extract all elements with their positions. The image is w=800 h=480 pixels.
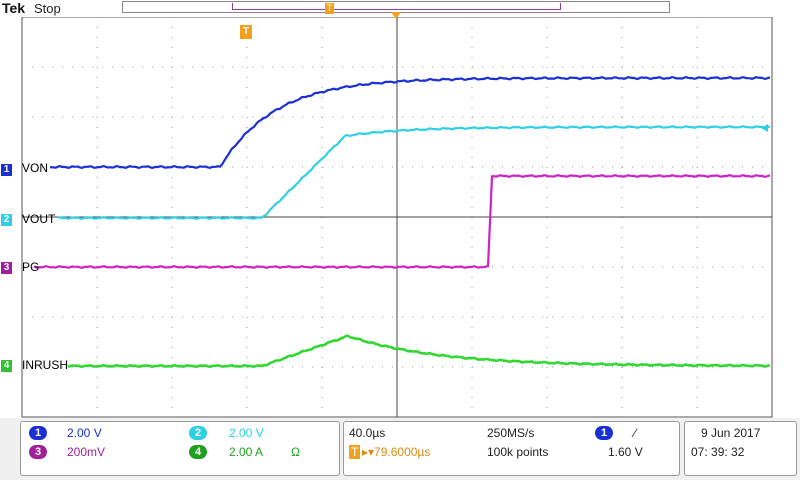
ch4-termination-icon: Ω [291,445,300,459]
status-bar: 1 2.00 V 2 2.00 V 3 200mV 4 2.00 A Ω 40.… [0,418,800,480]
waveform-ch4 [67,334,771,369]
waveform-ch2 [57,125,771,220]
ch4-scale-badge: 4 [189,445,207,459]
trigger-level: 1.60 V [608,445,643,459]
trigger-slope-icon: ∕ [634,426,637,440]
ch2-scale-badge: 2 [189,426,207,440]
sample-rate: 250MS/s [487,426,535,440]
timebase: 40.0µs [349,426,386,440]
datetime-panel[interactable]: 9 Jun 2017 07: 39: 32 [684,421,797,476]
ch4-scale: 2.00 A [229,445,264,459]
trigger-time-icon[interactable]: T [240,25,252,39]
time: 07: 39: 32 [691,445,745,459]
trigger-source-badge: 1 [595,426,613,440]
ch3-scale: 200mV [67,445,106,459]
ch4-marker[interactable]: 4 [1,360,12,372]
record-trigger-icon: T [325,3,334,14]
waveform-ch3 [33,174,771,269]
trigger-position-arrow[interactable] [391,12,401,19]
ch3-scale-badge: 3 [29,445,47,459]
ch2-scale: 2.00 V [229,426,264,440]
ch4-label: INRUSH [22,358,69,372]
acquisition-panel[interactable]: 40.0µs 250MS/s T ▸▾79.6000µs 100k points… [343,421,680,476]
record-length: 100k points [487,445,549,459]
waveform-ch1 [49,75,771,170]
channel-scale-panel[interactable]: 1 2.00 V 2 2.00 V 3 200mV 4 2.00 A Ω [20,421,340,476]
scope-header: Tek Stop T [0,0,800,19]
ch2-level-marker [761,124,768,132]
ch1-label: VON [22,161,49,175]
ch1-marker[interactable]: 1 [1,164,12,176]
scope-display [21,16,773,418]
brand-logo: Tek [2,0,26,16]
ch3-label: PG [22,260,40,274]
trigger-offset: ▸▾79.6000µs [362,445,431,459]
ch3-marker[interactable]: 3 [1,262,12,274]
ch2-label: VOUT [22,212,56,226]
run-state: Stop [34,1,61,16]
record-view-window[interactable] [232,3,561,10]
ch1-scale: 2.00 V [67,426,102,440]
ch1-scale-badge: 1 [29,426,47,440]
ch2-marker[interactable]: 2 [1,214,12,226]
trigger-offset-icon: T [349,445,361,459]
date: 9 Jun 2017 [701,426,761,440]
